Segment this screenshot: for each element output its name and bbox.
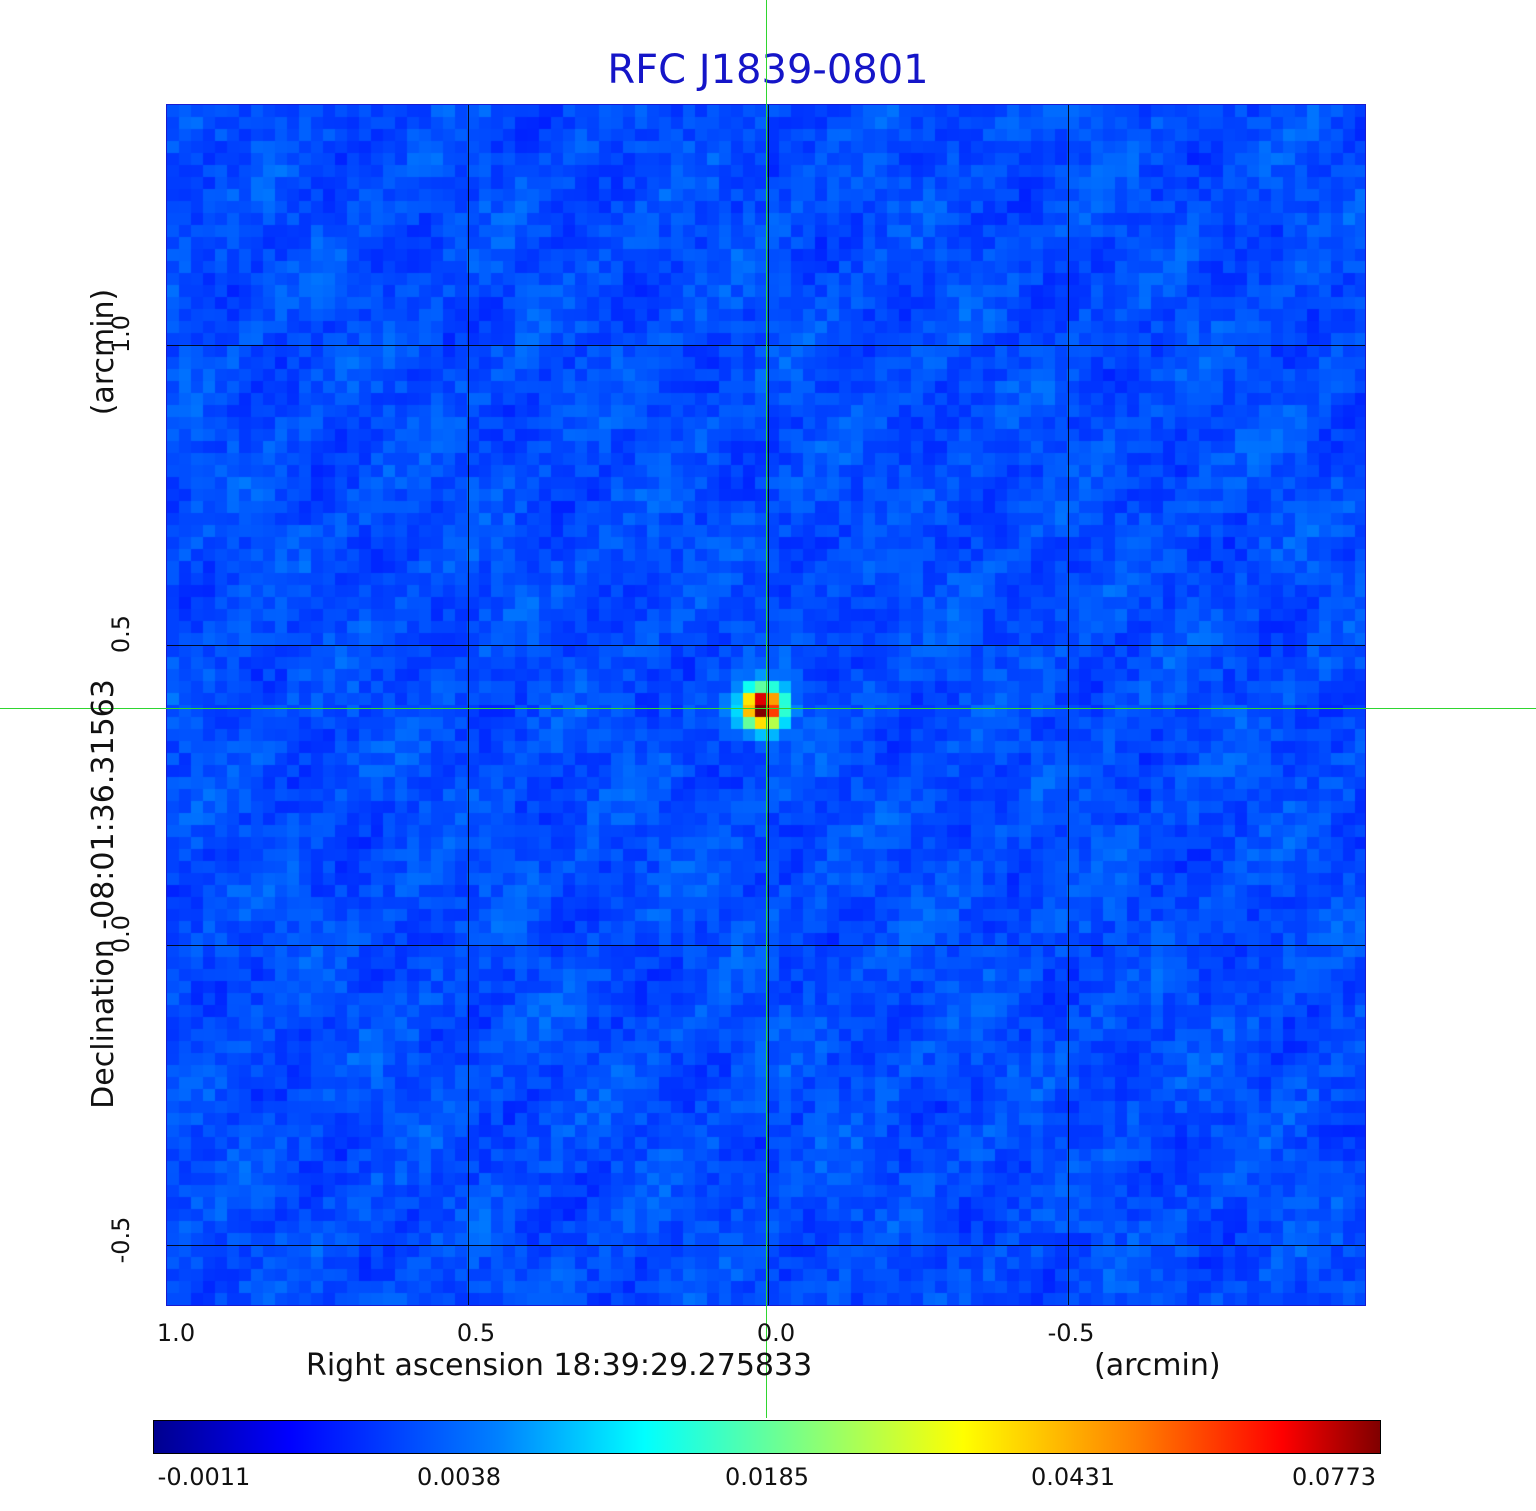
grid-line-x-0.5 bbox=[468, 105, 469, 1305]
grid-line-x--0.5 bbox=[1068, 105, 1069, 1305]
x-tick-label: 0.5 bbox=[456, 1319, 496, 1347]
chart-title: RFC J1839-0801 bbox=[607, 47, 929, 93]
grid-line-x-0.0 bbox=[768, 105, 769, 1305]
colorbar-tick-label: 0.0185 bbox=[725, 1463, 809, 1491]
y-axis-unit: (arcmin) bbox=[86, 288, 121, 416]
colorbar-tick-label: 0.0431 bbox=[1031, 1463, 1115, 1491]
y-axis-label: Declination -08:01:36.31563 bbox=[86, 679, 121, 1109]
x-tick-label: 0.0 bbox=[756, 1319, 796, 1347]
colorbar-tick-label: -0.0011 bbox=[157, 1463, 251, 1491]
x-tick-label: 1.0 bbox=[156, 1319, 196, 1347]
y-tick-label: 0.5 bbox=[107, 614, 135, 654]
crosshair-vertical bbox=[766, 0, 767, 1418]
colorbar-tick-label: 0.0773 bbox=[1292, 1463, 1376, 1491]
colorbar-tick-label: 0.0038 bbox=[417, 1463, 501, 1491]
x-axis-unit: (arcmin) bbox=[1094, 1348, 1221, 1383]
colorbar bbox=[153, 1420, 1381, 1454]
x-axis-label: Right ascension 18:39:29.275833 bbox=[306, 1348, 813, 1383]
x-tick-label: -0.5 bbox=[1047, 1319, 1095, 1347]
crosshair-horizontal bbox=[0, 708, 1536, 709]
y-tick-label: -0.5 bbox=[107, 1216, 135, 1264]
